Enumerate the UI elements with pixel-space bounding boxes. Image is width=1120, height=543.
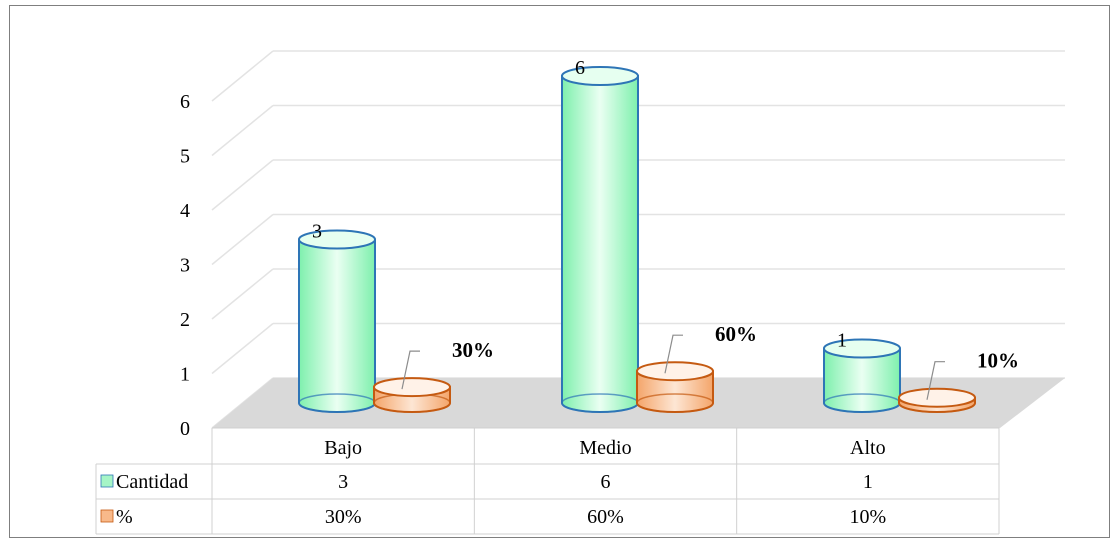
- bar-top: [298, 229, 376, 250]
- bar-Cantidad-Bajo: [298, 229, 376, 413]
- table-cell: 30%: [325, 506, 362, 528]
- y-tick-label: 6: [180, 91, 190, 113]
- table-cell: 10%: [849, 506, 886, 528]
- data-table: Bajo Medio Alto Cantidad 3 6 1% 30% 60% 10%: [95, 427, 1000, 535]
- gridline-side: [211, 104, 274, 157]
- leader-line: [401, 350, 420, 390]
- data-label: 30%: [452, 338, 494, 362]
- legend-label: Cantidad: [116, 471, 188, 493]
- y-tick-label: 1: [180, 364, 190, 386]
- bar-pct-Medio: [636, 361, 714, 413]
- data-labels: 3 6 1 30% 60% 10%: [312, 57, 1019, 400]
- bar-body: [298, 238, 376, 413]
- legend-label: %: [116, 506, 133, 528]
- table-cell: 60%: [587, 506, 624, 528]
- gridline-side: [211, 213, 274, 266]
- bar-top: [636, 361, 714, 382]
- bar-Cantidad-Medio: [561, 66, 639, 413]
- data-label: 6: [575, 57, 585, 79]
- data-label: 10%: [977, 349, 1019, 373]
- bars: [298, 66, 976, 413]
- y-tick-label: 5: [180, 146, 190, 168]
- data-label: 1: [837, 330, 847, 352]
- bar-top: [561, 66, 639, 86]
- y-tick-label: 0: [180, 418, 190, 440]
- bar-top: [373, 377, 451, 398]
- leader-line: [926, 361, 945, 400]
- table-cell: 1: [863, 471, 873, 493]
- y-axis: 0 1 2 3 4 5 6: [180, 91, 190, 440]
- chart-frame: [9, 5, 1110, 538]
- y-tick-label: 2: [180, 309, 190, 331]
- table-cell: 6: [601, 471, 611, 493]
- bar-pct-Bajo: [373, 377, 451, 413]
- y-tick-label: 3: [180, 255, 190, 277]
- gridline-side: [211, 159, 274, 211]
- leader-line: [664, 334, 683, 374]
- legend-key: [100, 509, 114, 523]
- category-label: Alto: [850, 437, 886, 459]
- data-label: 3: [312, 221, 322, 243]
- bar-top: [898, 387, 976, 408]
- table-cell: 3: [338, 471, 348, 493]
- legend-key: [100, 474, 114, 488]
- gridline-side: [211, 50, 274, 102]
- gridline-side: [211, 268, 274, 320]
- bar-Cantidad-Alto: [823, 338, 901, 413]
- data-label: 60%: [715, 322, 757, 346]
- bar-top: [823, 338, 901, 359]
- bar-body: [561, 75, 639, 413]
- gridline-side: [211, 322, 274, 375]
- category-label: Bajo: [324, 437, 362, 459]
- bar-pct-Alto: [898, 387, 976, 413]
- bar-base: [636, 393, 714, 413]
- y-tick-label: 4: [180, 200, 190, 222]
- category-label: Medio: [579, 437, 631, 459]
